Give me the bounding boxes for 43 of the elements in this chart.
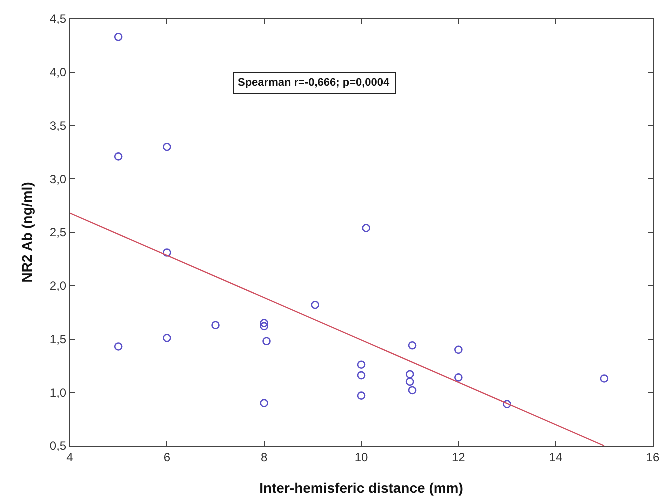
point [406, 370, 414, 379]
x-tick-label: 12 [452, 450, 466, 464]
point [114, 342, 123, 351]
point [163, 248, 172, 257]
y-tick-label: 4,0 [50, 66, 67, 80]
x-axis-title: Inter-hemisferic distance (mm) [260, 480, 464, 496]
x-tick-label: 4 [66, 450, 74, 464]
y-axis-title: NR2 Ab (ng/ml) [19, 182, 35, 283]
annotation: Spearman r=-0,666; p=0,0004 [238, 77, 391, 89]
x-tick-label: 14 [549, 450, 563, 464]
point [163, 142, 172, 152]
point [362, 224, 371, 232]
y-tick-label: 1,0 [50, 386, 67, 400]
point [454, 346, 463, 354]
point [406, 378, 414, 386]
x-tick-label: 16 [646, 450, 660, 464]
y-tick-label: 0,5 [50, 439, 67, 454]
point [503, 400, 512, 409]
point [408, 386, 417, 395]
point [454, 374, 463, 382]
x-tick-label: 8 [260, 450, 268, 464]
x-tick-label: 10 [354, 450, 368, 464]
point [212, 321, 220, 330]
point [311, 300, 320, 310]
point [408, 342, 417, 350]
point [260, 399, 268, 408]
point [260, 322, 268, 331]
y-tick-label: 3,0 [50, 172, 67, 186]
y-tick-label: 1,5 [50, 332, 67, 346]
point [114, 152, 123, 161]
point [163, 334, 172, 342]
point [600, 374, 609, 383]
point [114, 33, 123, 42]
y-tick-label: 2,0 [50, 279, 67, 294]
point [357, 360, 366, 370]
y-tick-label: 2,5 [50, 226, 67, 240]
point [357, 371, 366, 380]
y-tick-label: 4,5 [50, 12, 67, 26]
point [262, 337, 271, 346]
y-tick-label: 3,5 [50, 118, 67, 133]
point [357, 392, 366, 400]
point [260, 319, 268, 328]
x-tick-label: 6 [164, 450, 171, 464]
